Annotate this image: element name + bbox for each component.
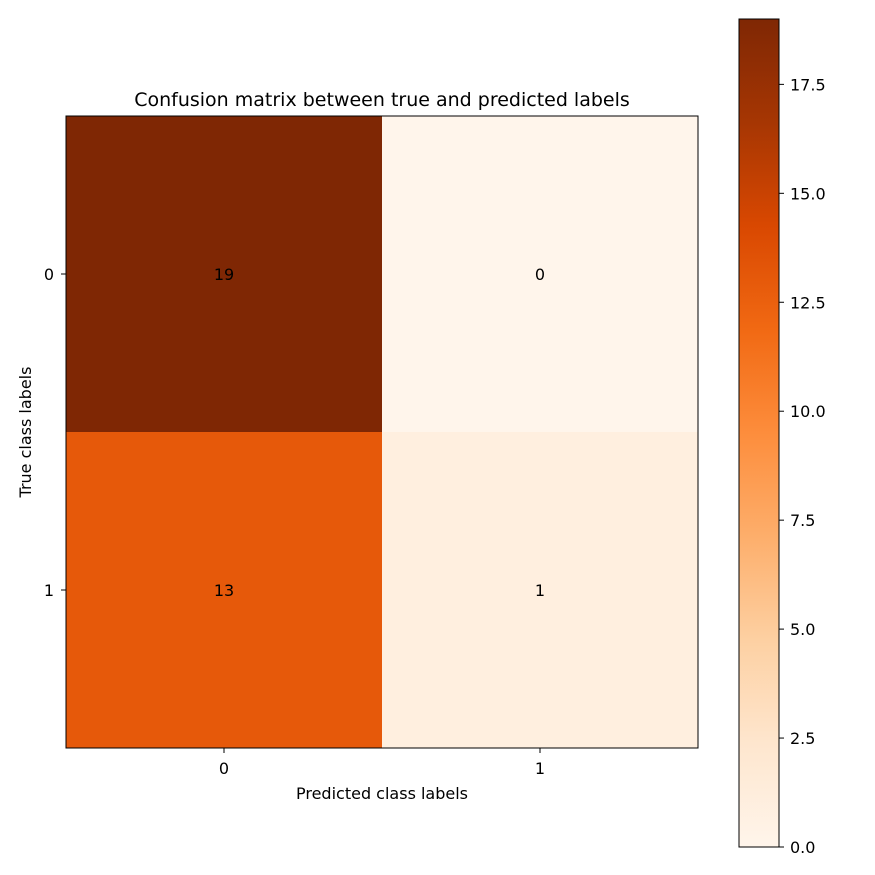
cell-value-label: 13 — [214, 581, 234, 600]
colorbar-tick-label: 7.5 — [790, 511, 815, 530]
colorbar-ticks: 0.0 2.5 5.0 7.5 10.0 12.5 15.0 17.5 — [779, 75, 826, 857]
y-tick-label: 0 — [44, 265, 54, 284]
x-axis-label: Predicted class labels — [296, 784, 468, 803]
cell-value-label: 0 — [535, 265, 545, 284]
y-tick-label: 1 — [44, 581, 54, 600]
heatmap-cell-labels: 19 0 13 1 — [214, 265, 545, 600]
colorbar-tick-label: 2.5 — [790, 729, 815, 748]
heatmap-cells — [66, 116, 698, 748]
cell-value-label: 19 — [214, 265, 234, 284]
colorbar-tick-label: 12.5 — [790, 293, 826, 312]
heatmap-cell-1-0 — [66, 432, 382, 748]
heatmap-cell-0-0 — [66, 116, 382, 432]
heatmap-frame — [65, 115, 699, 749]
colorbar-tick-label: 15.0 — [790, 184, 826, 203]
x-tick-label: 1 — [535, 759, 545, 778]
colorbar-tick-label: 10.0 — [790, 402, 826, 421]
x-tick-label: 0 — [219, 759, 229, 778]
heatmap-cell-0-1 — [382, 116, 698, 432]
y-axis-ticks: 01 — [44, 265, 66, 600]
y-axis-label: True class labels — [16, 367, 35, 499]
heatmap-cell-1-1 — [382, 432, 698, 748]
colorbar-tick-label: 0.0 — [790, 838, 815, 857]
colorbar-tick-label: 5.0 — [790, 620, 815, 639]
colorbar — [738, 18, 780, 848]
cell-value-label: 1 — [535, 581, 545, 600]
colorbar-tick-label: 17.5 — [790, 75, 826, 94]
chart-title: Confusion matrix between true and predic… — [134, 89, 630, 111]
